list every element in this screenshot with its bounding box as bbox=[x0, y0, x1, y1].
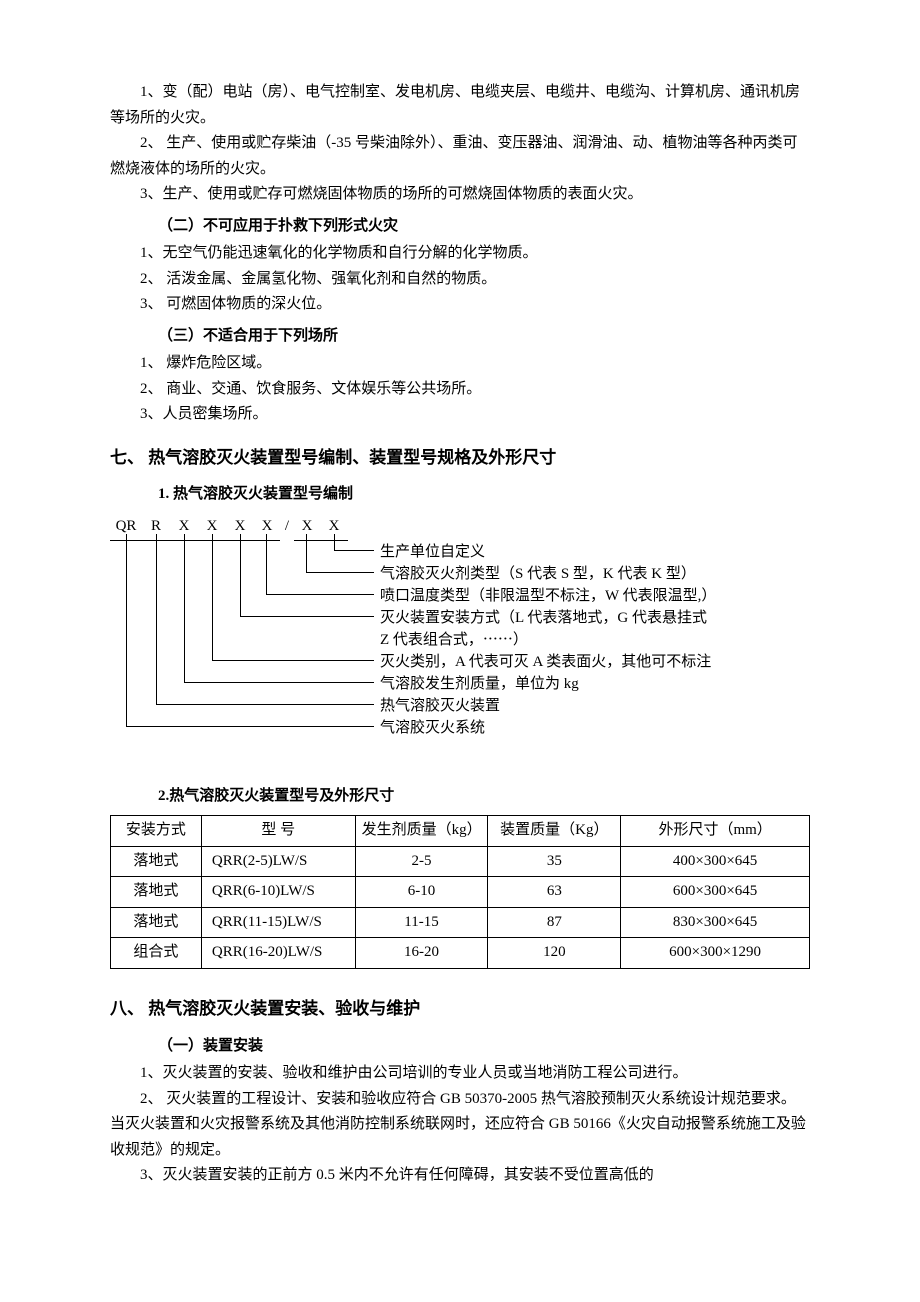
sub-3-title: （三）不适合用于下列场所 bbox=[110, 324, 810, 350]
spec-table: 安装方式型 号发生剂质量（kg）装置质量（Kg）外形尺寸（mm）落地式QRR(2… bbox=[110, 815, 810, 969]
sec8-p3: 3、灭火装置安装的正前方 0.5 米内不允许有任何障碍，其安装不受位置高低的 bbox=[110, 1163, 810, 1189]
encoding-codes-row: QRRXXXX/XX bbox=[110, 514, 348, 542]
s2-p1: 1、无空气仍能迅速氧化的化学物质和自行分解的化学物质。 bbox=[110, 241, 810, 267]
table-header-cell: 发生剂质量（kg） bbox=[355, 816, 488, 847]
s2-p3: 3、 可燃固体物质的深火位。 bbox=[110, 292, 810, 318]
section-7-title: 七、 热气溶胶灭火装置型号编制、装置型号规格及外形尺寸 bbox=[110, 444, 810, 473]
table-cell: 600×300×645 bbox=[621, 877, 810, 908]
encoding-diagram: QRRXXXX/XX生产单位自定义气溶胶灭火剂类型（S 代表 S 型，K 代表 … bbox=[110, 514, 810, 764]
table-header-row: 安装方式型 号发生剂质量（kg）装置质量（Kg）外形尺寸（mm） bbox=[111, 816, 810, 847]
table-cell: 63 bbox=[488, 877, 621, 908]
table-cell: 组合式 bbox=[111, 938, 202, 969]
table-cell: 落地式 bbox=[111, 846, 202, 877]
table-row: 落地式QRR(11-15)LW/S11-1587830×300×645 bbox=[111, 907, 810, 938]
table-row: 落地式QRR(6-10)LW/S6-1063600×300×645 bbox=[111, 877, 810, 908]
table-row: 落地式QRR(2-5)LW/S2-535400×300×645 bbox=[111, 846, 810, 877]
table-cell: 落地式 bbox=[111, 907, 202, 938]
table-header-cell: 安装方式 bbox=[111, 816, 202, 847]
sub-2-title: （二）不可应用于扑救下列形式火灾 bbox=[110, 214, 810, 240]
s2-p2: 2、 活泼金属、金属氢化物、强氧化剂和自然的物质。 bbox=[110, 267, 810, 293]
intro-p2: 2、 生产、使用或贮存柴油（-35 号柴油除外）、重油、变压器油、润滑油、动、植… bbox=[110, 131, 810, 182]
encoding-code: X bbox=[254, 514, 280, 542]
table-cell: QRR(16-20)LW/S bbox=[201, 938, 355, 969]
s3-p2: 2、 商业、交通、饮食服务、文体娱乐等公共场所。 bbox=[110, 377, 810, 403]
s3-p1: 1、 爆炸危险区域。 bbox=[110, 351, 810, 377]
s3-p3: 3、人员密集场所。 bbox=[110, 402, 810, 428]
table-cell: QRR(2-5)LW/S bbox=[201, 846, 355, 877]
table-cell: 35 bbox=[488, 846, 621, 877]
table-cell: QRR(11-15)LW/S bbox=[201, 907, 355, 938]
table-header-cell: 外形尺寸（mm） bbox=[621, 816, 810, 847]
encoding-code: X bbox=[294, 514, 320, 542]
table-cell: 600×300×1290 bbox=[621, 938, 810, 969]
encoding-label: 气溶胶灭火系统 bbox=[380, 716, 485, 742]
table-cell: 120 bbox=[488, 938, 621, 969]
table-header-cell: 装置质量（Kg） bbox=[488, 816, 621, 847]
intro-p3: 3、生产、使用或贮存可燃烧固体物质的场所的可燃烧固体物质的表面火灾。 bbox=[110, 182, 810, 208]
table-cell: 830×300×645 bbox=[621, 907, 810, 938]
sec8-p2: 2、 灭火装置的工程设计、安装和验收应符合 GB 50370-2005 热气溶胶… bbox=[110, 1087, 810, 1164]
table-cell: 400×300×645 bbox=[621, 846, 810, 877]
table-cell: 87 bbox=[488, 907, 621, 938]
table-cell: 6-10 bbox=[355, 877, 488, 908]
intro-p1: 1、变（配）电站（房）、电气控制室、发电机房、电缆夹层、电缆井、电缆沟、计算机房… bbox=[110, 80, 810, 131]
sec8-sub1: （一）装置安装 bbox=[110, 1034, 810, 1060]
table-cell: 16-20 bbox=[355, 938, 488, 969]
sec8-p1: 1、灭火装置的安装、验收和维护由公司培训的专业人员或当地消防工程公司进行。 bbox=[110, 1061, 810, 1087]
table-cell: 11-15 bbox=[355, 907, 488, 938]
encoding-code: / bbox=[280, 514, 294, 542]
table-cell: 2-5 bbox=[355, 846, 488, 877]
table-cell: 落地式 bbox=[111, 877, 202, 908]
section-8-title: 八、 热气溶胶灭火装置安装、验收与维护 bbox=[110, 995, 810, 1024]
sec7-sub2: 2.热气溶胶灭火装置型号及外形尺寸 bbox=[110, 784, 810, 810]
sec7-sub1: 1. 热气溶胶灭火装置型号编制 bbox=[110, 482, 810, 508]
table-cell: QRR(6-10)LW/S bbox=[201, 877, 355, 908]
table-header-cell: 型 号 bbox=[201, 816, 355, 847]
table-row: 组合式QRR(16-20)LW/S16-20120600×300×1290 bbox=[111, 938, 810, 969]
